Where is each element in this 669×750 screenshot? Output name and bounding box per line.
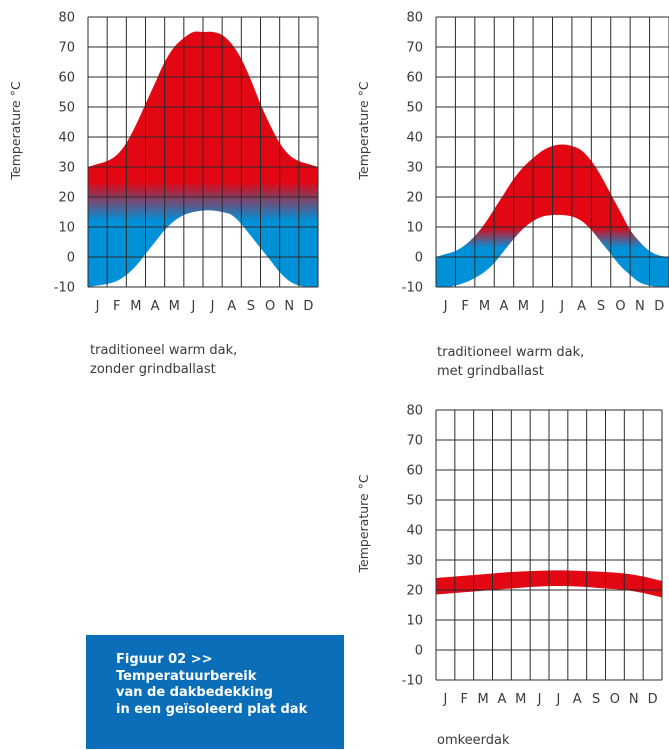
x-tick-label: J [210, 299, 215, 314]
caption-chart-2: traditioneel warm dak, met grindballast [437, 343, 584, 381]
x-tick-label: M [477, 692, 488, 707]
x-tick-label: F [113, 299, 120, 314]
x-tick-label: M [515, 692, 526, 707]
x-tick-label: J [442, 692, 447, 707]
x-tick-label: N [629, 692, 639, 707]
x-tick-label: A [227, 299, 236, 314]
figure-caption-line: Figuur 02 >> [116, 652, 213, 667]
y-axis-label: Temperature °C [356, 81, 371, 180]
y-tick-label: 70 [406, 434, 423, 449]
y-tick-label: 20 [406, 191, 423, 206]
x-tick-label: D [654, 299, 664, 314]
y-tick-label: 40 [406, 524, 423, 539]
y-tick-label: 30 [406, 554, 423, 569]
x-tick-label: J [443, 299, 448, 314]
x-tick-label: J [190, 299, 195, 314]
x-tick-label: O [615, 299, 625, 314]
y-tick-label: 80 [58, 11, 75, 26]
y-tick-label: 70 [406, 41, 423, 56]
y-tick-label: 10 [406, 614, 423, 629]
y-tick-label: 50 [58, 101, 75, 116]
x-tick-label: N [635, 299, 645, 314]
y-tick-label: 0 [415, 644, 423, 659]
y-tick-label: 20 [406, 584, 423, 599]
y-axis-label: Temperature °C [356, 474, 371, 573]
x-tick-label: F [461, 299, 468, 314]
y-tick-label: 60 [406, 464, 423, 479]
x-tick-label: M [518, 299, 529, 314]
x-tick-label: S [597, 299, 605, 314]
y-tick-label: 70 [58, 41, 75, 56]
caption-line: zonder grindballast [90, 362, 216, 377]
caption-chart-1: traditioneel warm dak, zonder grindballa… [90, 341, 237, 379]
x-tick-label: J [540, 299, 545, 314]
caption-line: omkeerdak [437, 733, 510, 748]
y-tick-label: 0 [67, 251, 75, 266]
y-tick-label: -10 [402, 281, 423, 296]
x-tick-label: A [577, 299, 586, 314]
x-tick-label: O [265, 299, 275, 314]
caption-line: traditioneel warm dak, [90, 343, 238, 358]
x-tick-label: M [479, 299, 490, 314]
x-tick-label: A [151, 299, 160, 314]
x-tick-label: D [648, 692, 658, 707]
y-tick-label: 20 [58, 191, 75, 206]
x-tick-label: M [130, 299, 141, 314]
x-tick-label: J [555, 692, 560, 707]
x-tick-label: N [284, 299, 294, 314]
y-tick-label: -10 [402, 674, 423, 689]
figure-caption-line: van de dakbedekking [116, 685, 273, 700]
x-tick-label: S [247, 299, 255, 314]
x-tick-label: J [95, 299, 100, 314]
y-tick-label: 80 [406, 11, 423, 26]
y-axis-label: Temperature °C [8, 81, 23, 180]
x-tick-label: J [537, 692, 542, 707]
caption-line: traditioneel warm dak, [437, 345, 585, 360]
y-tick-label: 50 [406, 101, 423, 116]
x-tick-label: O [610, 692, 620, 707]
y-tick-label: 30 [406, 161, 423, 176]
y-tick-label: -10 [54, 281, 75, 296]
caption-chart-3: omkeerdak [437, 731, 510, 750]
y-tick-label: 80 [406, 404, 423, 419]
caption-line: met grindballast [437, 364, 544, 379]
y-tick-label: 40 [58, 131, 75, 146]
x-tick-label: S [592, 692, 600, 707]
figure-caption-text: Figuur 02 >> Temperatuurbereik van de da… [116, 652, 307, 718]
y-tick-label: 10 [58, 221, 75, 236]
figure-caption-box: Figuur 02 >> Temperatuurbereik van de da… [86, 635, 344, 749]
x-tick-label: F [461, 692, 468, 707]
y-tick-label: 40 [406, 131, 423, 146]
x-tick-label: J [559, 299, 564, 314]
figure-caption-line: in een geïsoleerd plat dak [116, 701, 308, 717]
y-tick-label: 60 [406, 71, 423, 86]
x-tick-label: A [500, 299, 509, 314]
y-tick-label: 0 [415, 251, 423, 266]
x-tick-label: D [303, 299, 313, 314]
y-tick-label: 60 [58, 71, 75, 86]
x-tick-label: M [169, 299, 180, 314]
figure-caption-line: Temperatuurbereik [116, 668, 257, 684]
y-tick-label: 30 [58, 161, 75, 176]
x-tick-label: A [497, 692, 506, 707]
x-tick-label: A [573, 692, 582, 707]
y-tick-label: 50 [406, 494, 423, 509]
y-tick-label: 10 [406, 221, 423, 236]
